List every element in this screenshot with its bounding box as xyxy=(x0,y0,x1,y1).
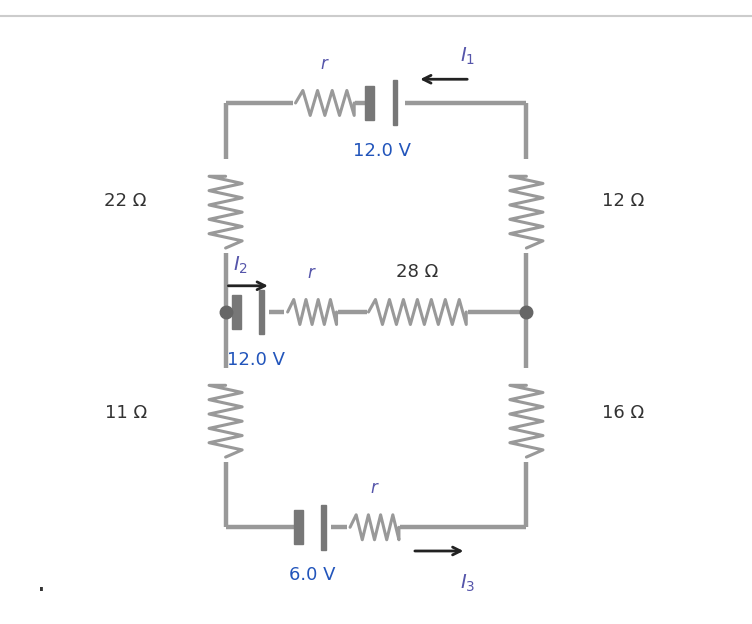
Text: $I_2$: $I_2$ xyxy=(233,255,248,276)
Text: 6.0 V: 6.0 V xyxy=(289,566,335,584)
Text: 12 Ω: 12 Ω xyxy=(602,192,644,210)
Text: 28 Ω: 28 Ω xyxy=(396,263,438,281)
Text: $r$: $r$ xyxy=(320,55,329,73)
Text: $I_1$: $I_1$ xyxy=(460,46,475,67)
Text: 12.0 V: 12.0 V xyxy=(353,142,411,160)
Bar xyxy=(365,85,374,120)
Bar xyxy=(321,505,326,550)
Text: 11 Ω: 11 Ω xyxy=(105,404,147,422)
Text: 22 Ω: 22 Ω xyxy=(105,192,147,210)
Bar xyxy=(259,290,264,334)
Text: $r$: $r$ xyxy=(370,479,379,497)
Bar xyxy=(393,80,397,125)
Text: .: . xyxy=(37,570,46,597)
Text: 12.0 V: 12.0 V xyxy=(226,351,285,369)
Bar xyxy=(232,295,241,329)
Text: $I_3$: $I_3$ xyxy=(460,572,475,593)
Text: 16 Ω: 16 Ω xyxy=(602,404,644,422)
Bar xyxy=(294,510,303,544)
Text: $r$: $r$ xyxy=(308,264,317,282)
